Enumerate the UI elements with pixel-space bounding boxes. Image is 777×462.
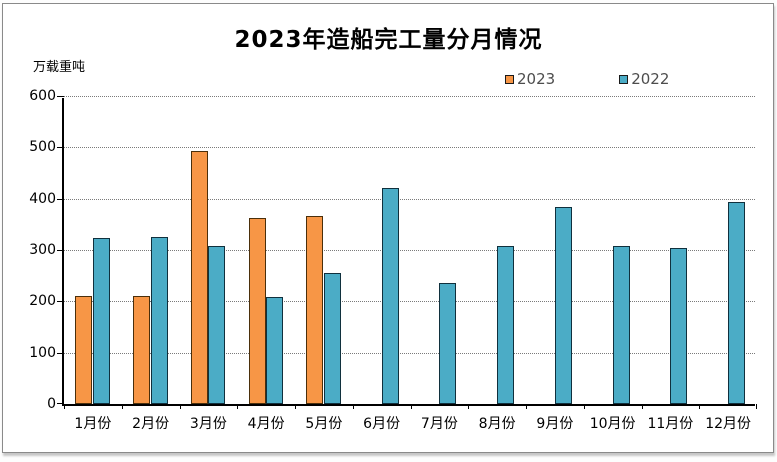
legend-item-2022: 2022 — [619, 70, 669, 88]
bar-group-8月份 — [468, 98, 526, 404]
bar-2022-6月份 — [381, 188, 399, 404]
x-axis-label-6月份: 6月份 — [363, 416, 401, 432]
bar-group-7月份 — [411, 98, 469, 404]
bar-2022-3月份 — [208, 246, 226, 404]
plot-area: 0 100 200 300 400 500 600 1月份 2月份 3月份 4月份 5月份 6月份 7月份… — [29, 88, 757, 432]
bar-2022-5月份 — [323, 273, 341, 404]
chart-title: 2023年造船完工量分月情况 — [234, 27, 543, 53]
bar-2023-5月份 — [306, 215, 324, 404]
bar-2022-1月份 — [92, 237, 110, 404]
y-axis-tick-100 — [57, 352, 64, 354]
x-axis-label-5月份: 5月份 — [305, 416, 343, 432]
x-axis-tick-11 — [699, 404, 701, 409]
bar-group-2月份 — [122, 98, 180, 404]
x-axis-label-7月份: 7月份 — [420, 416, 458, 432]
bar-2022-7月份 — [439, 283, 457, 404]
gridline-y-400 — [64, 198, 755, 200]
gridline-y-300 — [64, 250, 755, 251]
y-axis-unit-label: 万载重吨 — [33, 60, 86, 75]
bar-group-3月份 — [180, 98, 238, 404]
y-axis-label-500: 500 — [29, 139, 56, 156]
x-axis-label-4月份: 4月份 — [247, 416, 285, 432]
bar-2023-2月份 — [133, 296, 151, 404]
x-axis-tick-3 — [237, 404, 239, 409]
y-axis-label-300: 300 — [29, 242, 56, 258]
y-axis-tick-300 — [57, 250, 64, 251]
legend-swatch-2023 — [505, 74, 514, 84]
gridline-y-100 — [64, 352, 755, 354]
x-axis-label-11月份: 11月份 — [647, 416, 694, 432]
x-axis-label-2月份: 2月份 — [132, 416, 170, 432]
legend-swatch-2022 — [619, 74, 629, 84]
x-axis-label-9月份: 9月份 — [536, 416, 574, 432]
bar-2022-10月份 — [612, 246, 630, 404]
bar-2022-2月份 — [150, 236, 168, 404]
bar-2022-9月份 — [554, 206, 572, 404]
x-axis-tick-7 — [468, 404, 470, 409]
y-axis-label-0: 0 — [47, 396, 56, 412]
bar-2022-12月份 — [728, 201, 746, 404]
x-axis-tick-8 — [526, 404, 527, 409]
x-axis-label-1月份: 1月份 — [74, 416, 112, 432]
legend-label-2023: 2023 — [517, 70, 556, 88]
bar-2022-11月份 — [670, 248, 688, 404]
x-axis-tick-4 — [295, 404, 296, 409]
bar-group-1月份 — [64, 98, 122, 404]
x-axis-label-3月份: 3月份 — [189, 416, 227, 432]
legend: 2023 2022 — [505, 70, 669, 88]
bar-2022-8月份 — [497, 245, 515, 404]
y-axis-label-100: 100 — [29, 344, 56, 361]
bar-2023-3月份 — [190, 150, 208, 404]
x-axis-tick-2 — [179, 404, 181, 409]
bar-group-6月份 — [353, 98, 411, 404]
bar-2023-4月份 — [248, 218, 266, 404]
x-axis-tick-12 — [756, 404, 757, 409]
bar-group-10月份 — [584, 98, 642, 404]
y-axis-tick-0 — [57, 403, 64, 404]
x-axis-tick-5 — [352, 404, 354, 409]
legend-item-2023: 2023 — [505, 70, 555, 88]
bar-group-11月份 — [642, 98, 700, 404]
x-axis-label-8月份: 8月份 — [478, 416, 516, 432]
gridline-y-200 — [64, 301, 755, 303]
gridline-y-600 — [64, 96, 755, 97]
y-axis-tick-600 — [57, 96, 64, 97]
bar-group-5月份 — [295, 98, 353, 404]
x-axis-tick-0 — [64, 404, 65, 409]
bar-2023-1月份 — [75, 296, 93, 404]
x-axis-label-10月份: 10月份 — [589, 416, 636, 432]
bar-group-12月份 — [699, 98, 757, 404]
legend-label-2022: 2022 — [631, 70, 670, 88]
bar-2022-4月份 — [266, 296, 284, 404]
y-axis-label-200: 200 — [29, 293, 56, 310]
y-axis-tick-500 — [57, 147, 64, 149]
gridline-y-500 — [64, 147, 755, 149]
x-axis-label-12月份: 12月份 — [705, 416, 752, 432]
x-axis-tick-6 — [410, 404, 412, 409]
y-axis-tick-200 — [57, 301, 64, 303]
y-axis-tick-400 — [57, 198, 64, 200]
x-axis-tick-9 — [583, 404, 585, 409]
y-axis-label-600: 600 — [29, 88, 56, 104]
x-axis-tick-10 — [641, 404, 643, 409]
y-axis-label-400: 400 — [29, 190, 56, 207]
bar-group-4月份 — [237, 98, 295, 404]
bar-group-9月份 — [526, 98, 584, 404]
x-axis-tick-1 — [121, 404, 123, 409]
